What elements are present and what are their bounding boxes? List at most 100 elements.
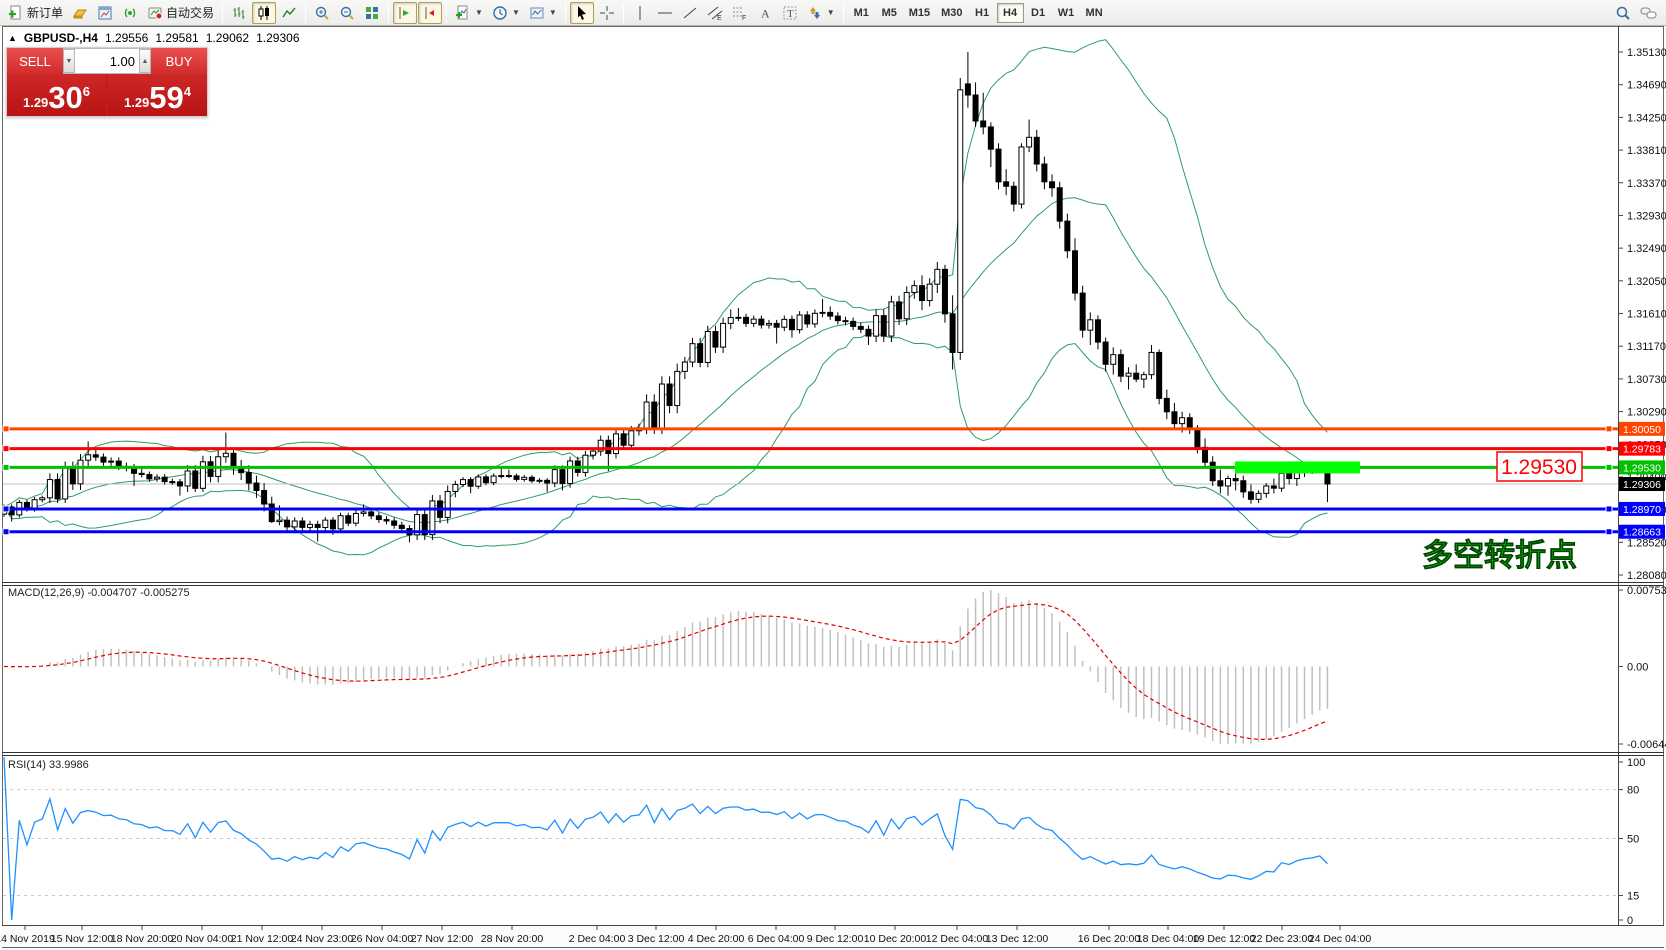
new-chart-button[interactable] <box>93 2 117 24</box>
chart-shift-button[interactable] <box>418 1 443 24</box>
price-tick-label: 1.30730 <box>1627 374 1666 386</box>
candle <box>551 469 558 484</box>
buy-price-pip: 4 <box>183 84 192 99</box>
crosshair-button[interactable] <box>595 2 619 24</box>
axis-price-box-label: 1.29306 <box>1623 479 1661 491</box>
sell-button[interactable]: SELL <box>7 48 63 74</box>
candle <box>666 383 673 407</box>
line-chart-button[interactable] <box>277 2 301 24</box>
chat-button[interactable] <box>1636 2 1662 24</box>
arrows-dropdown-caret[interactable]: ▼ <box>826 8 835 17</box>
time-axis-label: 9 Dec 12:00 <box>807 933 864 945</box>
tile-windows-button[interactable] <box>360 2 384 24</box>
zoom-out-button[interactable] <box>335 2 359 24</box>
candle <box>115 460 122 467</box>
fibonacci-button[interactable]: F <box>728 2 752 24</box>
price-tick-label: 1.32050 <box>1627 276 1666 288</box>
templates-button[interactable]: ▼ <box>525 2 561 24</box>
time-axis-label: 10 Dec 20:00 <box>864 933 927 945</box>
arrows-button[interactable]: ▼ <box>803 2 839 24</box>
candle <box>345 515 352 524</box>
candle <box>421 514 428 536</box>
candlestick-chart-button[interactable] <box>252 1 277 24</box>
candle <box>77 459 84 485</box>
candle <box>1194 429 1201 448</box>
time-axis-label: 26 Nov 04:00 <box>351 933 414 945</box>
timeframe-button-W1[interactable]: W1 <box>1057 6 1075 19</box>
candle <box>658 383 665 429</box>
volume-increase-button[interactable]: ▲ <box>139 49 151 73</box>
timeframe-button-M15[interactable]: M15 <box>908 6 931 19</box>
macd-axis-label: 0.00 <box>1627 661 1648 673</box>
toolbar-separator <box>622 2 624 23</box>
timeframe-button-H1[interactable]: H1 <box>975 6 990 19</box>
buy-button[interactable]: BUY <box>151 48 207 74</box>
signals-button[interactable] <box>118 2 142 24</box>
zoom-in-button[interactable] <box>310 2 334 24</box>
trendline-button[interactable] <box>678 2 702 24</box>
timeframe-button-MN[interactable]: MN <box>1085 6 1103 19</box>
macd-axis-label: -0.006446 <box>1627 739 1666 751</box>
toolbar-separator <box>842 2 844 23</box>
buy-price[interactable]: 1.29 59 4 <box>108 74 207 116</box>
toolbar-separator <box>446 2 448 23</box>
zoom-in-icon <box>315 6 329 20</box>
volume-input[interactable] <box>75 49 139 73</box>
bar-chart-button[interactable] <box>227 2 251 24</box>
line-handle <box>2 425 10 433</box>
time-axis-label: 12 Dec 04:00 <box>926 933 989 945</box>
candle <box>934 268 941 285</box>
text-button[interactable]: A <box>753 2 777 24</box>
collapse-panel-icon[interactable]: ▲ <box>8 33 17 43</box>
chat-icon <box>1640 6 1657 19</box>
chart-ohlc-header: ▲ GBPUSD-,H4 1.29556 1.29581 1.29062 1.2… <box>8 31 300 45</box>
text-label-button[interactable]: T <box>778 2 802 24</box>
axis-price-box-label: 1.30050 <box>1623 424 1661 436</box>
candle <box>1018 146 1025 205</box>
candle <box>1072 250 1078 294</box>
new-order-button[interactable]: 新订单 <box>4 2 67 24</box>
open-value: 1.29556 <box>104 31 149 45</box>
volume-decrease-button[interactable]: ▼ <box>63 49 75 73</box>
candle <box>253 482 260 492</box>
text-icon: A <box>761 6 770 20</box>
fibonacci-icon: F <box>732 7 746 21</box>
time-axis-label: 22 Dec 23:00 <box>1251 933 1314 945</box>
candle <box>1240 480 1247 493</box>
timeframe-button-H4[interactable]: H4 <box>996 2 1024 23</box>
sell-price[interactable]: 1.29 30 6 <box>7 74 106 116</box>
timeframe-button-D1[interactable]: D1 <box>1031 6 1046 19</box>
rsi-indicator <box>3 756 1617 921</box>
indicators-dropdown-caret[interactable]: ▼ <box>475 8 483 17</box>
time-axis-label: 2 Dec 04:00 <box>569 933 626 945</box>
candle <box>46 479 53 499</box>
timeframe-button-M30[interactable]: M30 <box>941 6 963 19</box>
horizontal-line-button[interactable] <box>653 2 677 24</box>
candle <box>375 515 382 521</box>
deposit-button[interactable] <box>68 2 92 24</box>
templates-dropdown-caret[interactable]: ▼ <box>548 8 557 17</box>
periods-button[interactable]: ▼ <box>488 2 524 24</box>
candle <box>268 503 275 523</box>
timeframe-button-M1[interactable]: M1 <box>853 6 869 19</box>
search-button[interactable] <box>1611 2 1635 24</box>
highlight-rectangle[interactable] <box>1235 461 1360 474</box>
cn-annotation-text[interactable]: 多空转折点 <box>1422 538 1578 574</box>
svg-text:T: T <box>787 8 794 20</box>
candle <box>92 454 99 458</box>
auto-scroll-button[interactable] <box>393 1 418 24</box>
timeframe-button-M5[interactable]: M5 <box>881 6 897 19</box>
cursor-button[interactable] <box>569 1 594 24</box>
price-tick-label: 1.35130 <box>1627 47 1666 59</box>
channel-button[interactable]: E <box>703 2 727 24</box>
vertical-line-button[interactable] <box>628 2 652 24</box>
time-axis-label: 18 Nov 20:00 <box>111 933 174 945</box>
periods-dropdown-caret[interactable]: ▼ <box>511 8 520 17</box>
price-note-box[interactable] <box>1496 451 1583 482</box>
buy-price-prefix: 1.29 <box>123 95 150 110</box>
autotrading-button[interactable]: 自动交易 <box>143 2 218 24</box>
time-axis-label: 6 Dec 04:00 <box>748 933 805 945</box>
indicators-button[interactable]: ▼ <box>451 2 487 24</box>
line-handle <box>1605 528 1613 536</box>
